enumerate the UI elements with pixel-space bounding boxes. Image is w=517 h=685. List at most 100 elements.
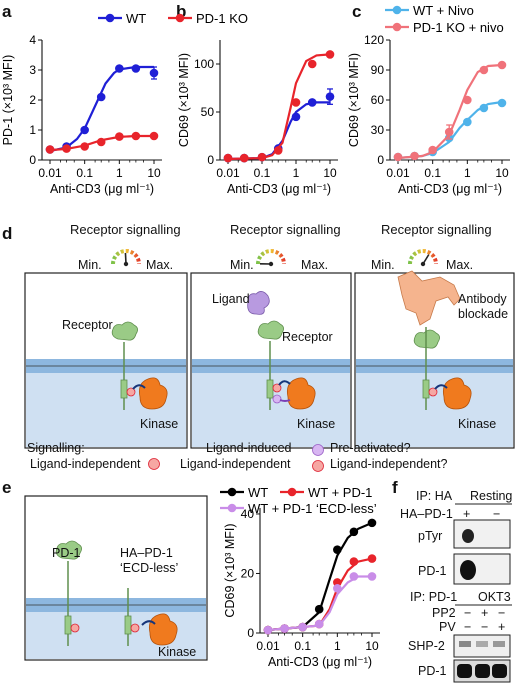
kinase-label-3: Kinase <box>458 417 497 431</box>
data-point <box>428 145 437 155</box>
data-point <box>367 554 377 563</box>
data-point <box>479 103 489 113</box>
pv-sign-2: − <box>481 620 489 634</box>
gauge-title-1: Receptor signalling <box>70 222 181 237</box>
x-tick-label: 0.1 <box>254 166 271 180</box>
pp2-label: PP2 <box>432 606 456 620</box>
data-point <box>257 152 267 162</box>
pd1-label: PD-1 <box>52 546 81 560</box>
chart-b: 0 50 100 0.01 0.1 1 10 Anti-CD3 (μg ml⁻¹) CD69 (… <box>177 40 338 196</box>
data-point <box>62 144 71 153</box>
data-point <box>96 137 106 147</box>
y-axis-label: CD69 (×10³ MFI) <box>223 523 237 617</box>
x-tick-label: 0.1 <box>294 639 311 653</box>
gauge-arc <box>256 249 286 265</box>
legend-ligand-induced: Ligand-induced <box>206 441 292 455</box>
shp2-label: SHP-2 <box>408 639 445 653</box>
x-tick-label: 0.1 <box>76 166 93 180</box>
panel-label-f: f <box>392 478 398 497</box>
series-line-1 <box>397 63 503 160</box>
receptor-label-1: Receptor <box>62 318 113 332</box>
legend-ligand-independent-1: Ligand-independent <box>30 457 141 471</box>
data-point <box>393 152 403 162</box>
series-line-1 <box>267 557 373 632</box>
data-point <box>325 50 335 59</box>
antibody-label: Antibody <box>458 292 507 306</box>
panel-label-b: b <box>176 2 187 21</box>
phospho-1 <box>126 387 136 397</box>
gauge-arc <box>408 249 438 265</box>
x-tick-label: 0.01 <box>216 166 240 180</box>
pv-sign-1: − <box>464 620 472 634</box>
kinase-2 <box>286 377 316 410</box>
ligand-2 <box>247 291 270 315</box>
x-tick-label: 1 <box>464 166 471 180</box>
data-point <box>349 557 359 566</box>
data-point <box>497 98 507 108</box>
data-point <box>479 65 489 75</box>
data-point <box>149 68 159 78</box>
gauge-hub <box>420 261 426 267</box>
chart-a: 0 1 2 3 4 0.01 0.1 1 10 Anti-CD3 (μg ml⁻¹) PD-1 (×… <box>1 33 162 196</box>
data-point <box>349 572 359 581</box>
data-point <box>444 127 454 137</box>
band-pd1-top <box>460 560 476 580</box>
receptor-2 <box>257 320 284 410</box>
gauge-min-1: Min. <box>78 258 102 272</box>
pv-sign-3: + <box>498 620 506 634</box>
ip-ha-label: IP: HA <box>416 489 453 503</box>
x-axis-label: Anti-CD3 (μg ml⁻¹) <box>227 182 331 196</box>
panel-label-e: e <box>2 478 12 497</box>
data-point <box>45 145 55 154</box>
x-axis-label: Anti-CD3 (μg ml⁻¹) <box>268 655 372 669</box>
data-point <box>115 64 124 73</box>
pp2-sign-3: − <box>498 606 506 620</box>
chart-e: 0 20 40 0.01 0.1 1 10 Anti-CD3 (μg ml⁻¹) CD69 (×… <box>223 507 380 669</box>
band-ptyr <box>462 529 474 543</box>
okt3-label: OKT3 <box>478 590 511 604</box>
resting-label: Resting <box>470 489 513 503</box>
ecd-less-receptor <box>124 588 132 646</box>
x-tick-label: 10 <box>323 166 337 180</box>
legend-circle-3 <box>312 460 324 472</box>
pp2-sign-2: + <box>481 606 489 620</box>
receptor-3 <box>413 327 440 410</box>
x-tick-label: 10 <box>365 639 379 653</box>
data-point <box>333 545 342 554</box>
membrane-2 <box>192 359 350 447</box>
x-axis-label: Anti-CD3 (μg ml⁻¹) <box>398 182 502 196</box>
data-point <box>223 153 233 163</box>
gauge-hub <box>268 261 274 267</box>
antibody-3 <box>397 270 461 326</box>
data-point <box>239 153 249 163</box>
data-point <box>149 131 159 141</box>
y-tick-label: 0 <box>247 626 254 640</box>
panel-label-a: a <box>2 2 12 21</box>
data-point <box>367 572 377 581</box>
x-tick-label: 1 <box>116 166 123 180</box>
legend-circle-2 <box>312 444 324 456</box>
pd1-receptor <box>55 540 82 646</box>
ptyr-label: pTyr <box>418 529 443 543</box>
data-point <box>410 151 419 161</box>
kinase-label-e: Kinase <box>158 645 197 659</box>
y-tick-label: 120 <box>364 33 384 47</box>
data-point <box>367 518 377 528</box>
panel-d-diagram <box>24 249 515 472</box>
gauge-max-1: Max. <box>146 258 174 272</box>
y-tick-label: 20 <box>241 566 255 580</box>
x-tick-label: 0.01 <box>386 166 410 180</box>
x-tick-label: 1 <box>334 639 341 653</box>
phospho-3 <box>428 387 438 397</box>
data-point <box>325 92 335 101</box>
data-point <box>307 59 317 69</box>
x-tick-label: 10 <box>495 166 509 180</box>
ip-pd1-label: IP: PD-1 <box>410 590 458 604</box>
panel-f-blots <box>453 503 512 683</box>
series-line-1 <box>227 53 331 161</box>
gauge-hub <box>123 261 129 267</box>
data-point <box>280 624 289 633</box>
data-point <box>307 98 317 107</box>
y-tick-label: 0 <box>377 153 384 167</box>
ha-pd1-label: HA–PD-1 <box>120 546 173 560</box>
